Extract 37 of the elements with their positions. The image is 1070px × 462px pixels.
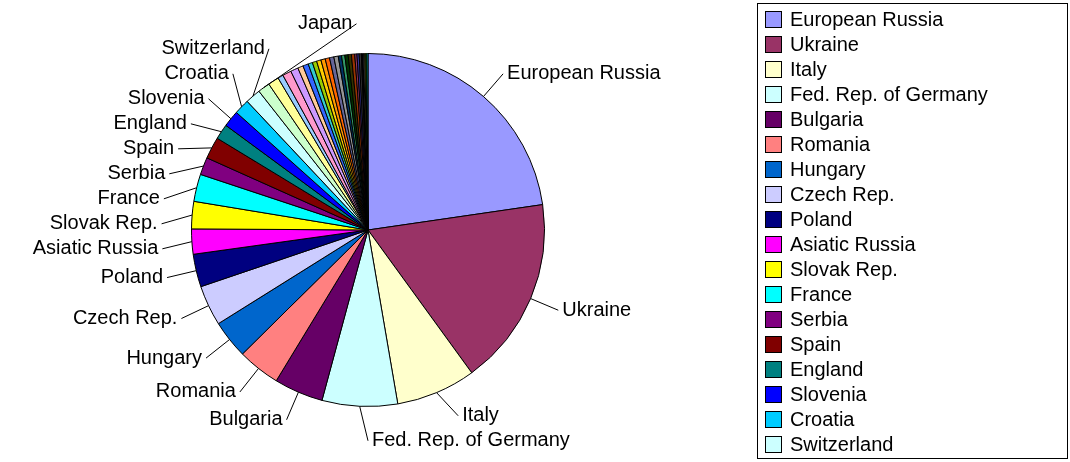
slice-label: Czech Rep. xyxy=(72,306,178,329)
slice-label: France xyxy=(97,186,160,209)
legend-label: Czech Rep. xyxy=(790,182,895,207)
slice-label: Fed. Rep. of Germany xyxy=(372,428,570,451)
slice-label: Spain xyxy=(122,136,175,159)
legend-label: Ukraine xyxy=(790,32,859,57)
legend-label: Bulgaria xyxy=(790,107,864,132)
legend-label: Switzerland xyxy=(790,432,894,457)
slice-label: Slovak Rep. xyxy=(49,211,158,234)
legend-label: Croatia xyxy=(790,407,855,432)
slice-label: Japan xyxy=(297,11,353,34)
slice-label: Croatia xyxy=(164,61,230,84)
slice-label: Hungary xyxy=(126,345,203,368)
legend-label: Hungary xyxy=(790,157,866,182)
slice-label: Poland xyxy=(100,265,164,288)
legend-label: Slovak Rep. xyxy=(790,257,898,282)
legend-label: Romania xyxy=(790,132,871,157)
legend-label: Fed. Rep. of Germany xyxy=(790,82,988,107)
legend-label: Slovenia xyxy=(790,382,867,407)
legend-label: Italy xyxy=(790,57,827,82)
slice-label: Switzerland xyxy=(161,36,265,59)
legend-label: France xyxy=(790,282,853,307)
slice-label: European Russia xyxy=(507,61,662,84)
slice-label: England xyxy=(113,111,187,134)
legend-label: Serbia xyxy=(790,307,848,332)
slice-label: Italy xyxy=(462,403,499,426)
slice-label: Romania xyxy=(155,379,237,402)
slice-label: Asiatic Russia xyxy=(32,236,160,259)
legend-label: Asiatic Russia xyxy=(790,232,916,257)
legend-label: European Russia xyxy=(790,7,944,32)
slice-label: Slovenia xyxy=(127,86,206,109)
slice-label: Bulgaria xyxy=(209,407,284,430)
legend-label: Spain xyxy=(790,332,842,357)
slice-label: Serbia xyxy=(107,161,167,184)
legend-label: England xyxy=(790,357,864,382)
slice-label: Ukraine xyxy=(562,297,632,320)
legend-label: Poland xyxy=(790,207,853,232)
